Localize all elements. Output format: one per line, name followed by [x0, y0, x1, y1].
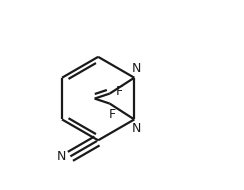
Text: F: F [109, 108, 116, 121]
Text: N: N [132, 122, 141, 135]
Text: N: N [132, 62, 141, 75]
Text: N: N [57, 150, 66, 164]
Text: F: F [116, 85, 123, 98]
